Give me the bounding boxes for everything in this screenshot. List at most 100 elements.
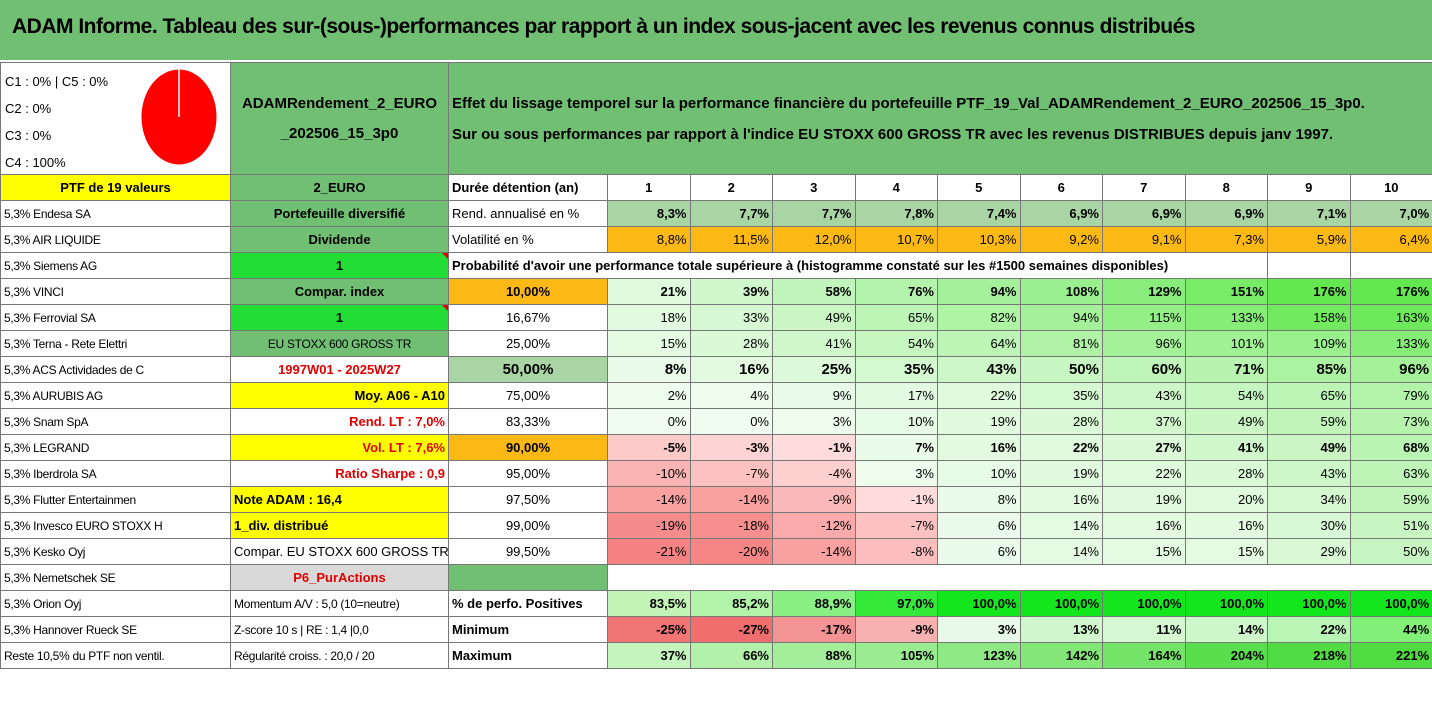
- quantile-value: 60%: [1102, 356, 1186, 383]
- quantile-value: 94%: [1019, 304, 1103, 331]
- quantile-value: 158%: [1267, 304, 1351, 331]
- vol-value: 7,3%: [1184, 226, 1268, 253]
- info-cell: Dividende: [230, 226, 449, 253]
- quantile-value: -1%: [854, 486, 938, 513]
- max-value: 37%: [607, 642, 691, 669]
- rend-value: 8,3%: [607, 200, 691, 227]
- quantile-value: 19%: [1102, 486, 1186, 513]
- quantile-value: 8%: [937, 486, 1021, 513]
- year-header: 8: [1184, 174, 1268, 201]
- quantile-value: 19%: [1019, 460, 1103, 487]
- vol-value: 9,1%: [1102, 226, 1186, 253]
- quantile-value: 35%: [854, 356, 938, 383]
- allocation-legend-item: C2 : 0%: [5, 101, 52, 116]
- quantile-value: 14%: [1019, 512, 1103, 539]
- max-value: 142%: [1019, 642, 1103, 669]
- holding-name: 5,3% Hannover Rueck SE: [0, 616, 231, 643]
- quantile-level: 16,67%: [448, 304, 608, 331]
- quantile-value: -7%: [854, 512, 938, 539]
- vol-value: 6,4%: [1349, 226, 1432, 253]
- quantile-value: 25%: [772, 356, 856, 383]
- quantile-value: 0%: [689, 408, 773, 435]
- quantile-value: 65%: [854, 304, 938, 331]
- quantile-value: 65%: [1267, 382, 1351, 409]
- quantile-value: 16%: [937, 434, 1021, 461]
- info-cell: EU STOXX 600 GROSS TR: [230, 330, 449, 357]
- quantile-value: 16%: [1019, 486, 1103, 513]
- vol-value: 8,8%: [607, 226, 691, 253]
- quantile-value: 58%: [772, 278, 856, 305]
- min-value: -25%: [607, 616, 691, 643]
- year-header: 10: [1349, 174, 1432, 201]
- quantile-level: 75,00%: [448, 382, 608, 409]
- holding-name: 5,3% VINCI: [0, 278, 231, 305]
- quantile-value: 49%: [772, 304, 856, 331]
- quantile-value: 76%: [854, 278, 938, 305]
- quantile-value: 28%: [689, 330, 773, 357]
- info-cell: 1_div. distribué: [230, 512, 449, 539]
- quantile-value: -19%: [607, 512, 691, 539]
- vol-value: 5,9%: [1267, 226, 1351, 253]
- quantile-value: 2%: [607, 382, 691, 409]
- vol-value: 10,3%: [937, 226, 1021, 253]
- holding-name: Reste 10,5% du PTF non ventil.: [0, 642, 231, 669]
- pos-value: 100,0%: [1267, 590, 1351, 617]
- max-value: 221%: [1349, 642, 1432, 669]
- duration-label: Durée détention (an): [448, 174, 608, 201]
- ptf-code: 2_EURO: [230, 174, 449, 201]
- pos-value: 100,0%: [1184, 590, 1268, 617]
- info-cell: P6_PurActions: [230, 564, 449, 591]
- quantile-value: 176%: [1267, 278, 1351, 305]
- quantile-value: 28%: [1019, 408, 1103, 435]
- pos-value: 97,0%: [854, 590, 938, 617]
- min-value: -17%: [772, 616, 856, 643]
- allocation-legend-item: C4 : 100%: [5, 155, 66, 170]
- pos-value: 100,0%: [1102, 590, 1186, 617]
- fund-name: ADAMRendement_2_EURO _202506_15_3p0: [230, 62, 449, 175]
- min-value: -9%: [854, 616, 938, 643]
- quantile-value: 3%: [772, 408, 856, 435]
- quantile-value: 14%: [1019, 538, 1103, 565]
- vol-value: 12,0%: [772, 226, 856, 253]
- quantile-value: 129%: [1102, 278, 1186, 305]
- quantile-value: 17%: [854, 382, 938, 409]
- quantile-value: 59%: [1349, 486, 1432, 513]
- year-header: 4: [854, 174, 938, 201]
- quantile-value: 101%: [1184, 330, 1268, 357]
- rend-value: 7,1%: [1267, 200, 1351, 227]
- holding-name: 5,3% Invesco EURO STOXX H: [0, 512, 231, 539]
- year-header: 5: [937, 174, 1021, 201]
- quantile-value: 6%: [937, 538, 1021, 565]
- quantile-value: 0%: [607, 408, 691, 435]
- quantile-value: 22%: [1019, 434, 1103, 461]
- min-value: 13%: [1019, 616, 1103, 643]
- quantile-value: -5%: [607, 434, 691, 461]
- rend-value: 6,9%: [1019, 200, 1103, 227]
- quantile-value: -14%: [607, 486, 691, 513]
- holding-name: 5,3% Snam SpA: [0, 408, 231, 435]
- quantile-level: 99,00%: [448, 512, 608, 539]
- vol-label: Volatilité en %: [448, 226, 608, 253]
- quantile-value: 68%: [1349, 434, 1432, 461]
- rend-value: 7,0%: [1349, 200, 1432, 227]
- info-cell: Compar. EU STOXX 600 GROSS TR: [230, 538, 449, 565]
- quantile-value: -8%: [854, 538, 938, 565]
- description-line2: Sur ou sous performances par rapport à l…: [452, 125, 1334, 143]
- allocation-legend: C1 : 0% | C5 : 0% C2 : 0% C3 : 0% C4 : 100%: [5, 68, 108, 174]
- quantile-value: 15%: [1184, 538, 1268, 565]
- quantile-value: 109%: [1267, 330, 1351, 357]
- holding-name: 5,3% Orion Oyj: [0, 590, 231, 617]
- quantile-value: 37%: [1102, 408, 1186, 435]
- pos-label: % de perfo. Positives: [448, 590, 608, 617]
- quantile-value: 6%: [937, 512, 1021, 539]
- quantile-value: 43%: [1267, 460, 1351, 487]
- quantile-value: 21%: [607, 278, 691, 305]
- quantile-value: -10%: [607, 460, 691, 487]
- info-cell: 1: [230, 304, 449, 331]
- info-cell: 1: [230, 252, 449, 279]
- quantile-value: 50%: [1349, 538, 1432, 565]
- quantile-value: -20%: [689, 538, 773, 565]
- info-cell: Moy. A06 - A10: [230, 382, 449, 409]
- quantile-value: 49%: [1184, 408, 1268, 435]
- performance-table: C1 : 0% | C5 : 0% C2 : 0% C3 : 0% C4 : 100%…: [0, 62, 1432, 669]
